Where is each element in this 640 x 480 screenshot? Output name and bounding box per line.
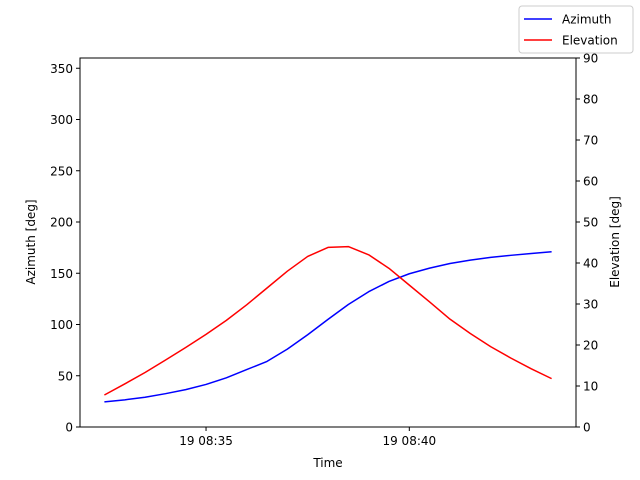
y-right-tick-label: 70 bbox=[583, 134, 598, 148]
y-left-tick-label: 0 bbox=[65, 421, 73, 435]
y-right-tick-label: 10 bbox=[583, 380, 598, 394]
series-line-elevation bbox=[104, 245, 552, 396]
y-right-tick-label: 20 bbox=[583, 339, 598, 353]
y-axis-left-label: Azimuth [deg] bbox=[24, 199, 38, 284]
x-axis: 19 08:35 19 08:40 bbox=[179, 427, 436, 448]
x-axis-label: Time bbox=[312, 456, 342, 470]
series-lines bbox=[104, 245, 552, 403]
y-right-tick-label: 90 bbox=[583, 52, 598, 66]
y-left-tick-label: 250 bbox=[50, 164, 73, 178]
y-left-tick-label: 300 bbox=[50, 113, 73, 127]
x-tick-label: 19 08:35 bbox=[179, 434, 233, 448]
y-left-tick-label: 50 bbox=[58, 369, 73, 383]
legend-label-elevation: Elevation bbox=[562, 34, 618, 48]
y-right-tick-label: 60 bbox=[583, 175, 598, 189]
y-axis-left: 0 50 100 150 200 250 300 350 bbox=[50, 62, 80, 435]
y-right-tick-label: 40 bbox=[583, 257, 598, 271]
y-right-tick-label: 80 bbox=[583, 93, 598, 107]
y-left-tick-label: 150 bbox=[50, 267, 73, 281]
y-right-tick-label: 30 bbox=[583, 298, 598, 312]
x-tick-label: 19 08:40 bbox=[382, 434, 436, 448]
legend: Azimuth Elevation bbox=[518, 5, 634, 54]
series-line-azimuth bbox=[104, 250, 552, 403]
y-left-tick-label: 100 bbox=[50, 318, 73, 332]
y-right-tick-label: 0 bbox=[583, 421, 591, 435]
y-left-tick-label: 200 bbox=[50, 216, 73, 230]
legend-label-azimuth: Azimuth bbox=[562, 13, 611, 27]
y-axis-right-label: Elevation [deg] bbox=[608, 196, 622, 288]
legend-box bbox=[518, 5, 634, 54]
y-right-tick-label: 50 bbox=[583, 216, 598, 230]
y-axis-right: 0 10 20 30 40 50 60 70 80 90 bbox=[576, 52, 598, 435]
plot-frame bbox=[79, 57, 577, 428]
y-left-tick-label: 350 bbox=[50, 62, 73, 76]
